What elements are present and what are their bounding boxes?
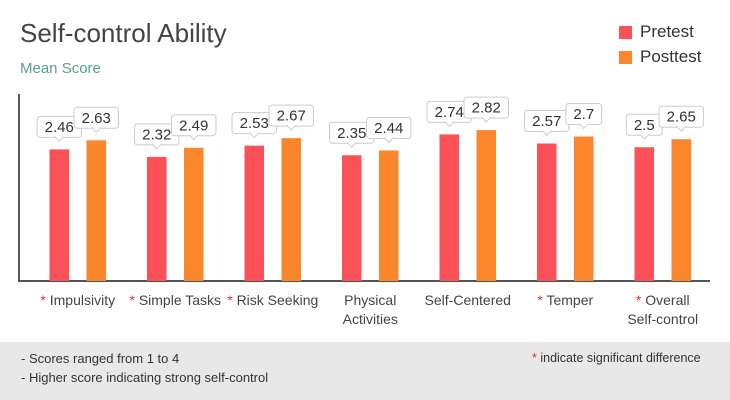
data-label-posttest-2: 2.67 xyxy=(277,108,306,125)
legend: Pretest Posttest xyxy=(619,20,701,70)
bar-pretest-6 xyxy=(634,147,654,281)
data-label-posttest-5: 2.7 xyxy=(573,106,594,123)
note-higher-score: - Higher score indicating strong self-co… xyxy=(21,370,269,385)
bar-posttest-1 xyxy=(184,147,204,281)
significance-star: * xyxy=(532,351,537,365)
legend-label-posttest: Posttest xyxy=(640,47,702,66)
significance-text: indicate significant difference xyxy=(536,351,701,365)
x-tick-label-line: Self-Centered xyxy=(425,292,511,308)
data-label-pretest-2: 2.53 xyxy=(240,115,269,132)
x-tick-label-line: * Overall xyxy=(636,292,690,308)
bar-pretest-3 xyxy=(342,155,362,281)
note-score-range: - Scores ranged from 1 to 4 xyxy=(21,351,180,366)
bar-pretest-5 xyxy=(537,143,557,281)
significance-star-marker: * xyxy=(129,292,138,308)
data-label-posttest-1: 2.49 xyxy=(179,117,208,134)
data-label-pretest-1: 2.32 xyxy=(142,126,171,143)
legend-item-pretest: Pretest xyxy=(619,20,701,44)
x-tick-label-line: Physical xyxy=(344,292,396,308)
data-label-posttest-6: 2.65 xyxy=(667,109,696,126)
bar-posttest-2 xyxy=(281,138,301,281)
x-tick-label-5: * Temper xyxy=(537,292,593,308)
bar-posttest-0 xyxy=(86,140,106,281)
x-tick-label-line: Activities xyxy=(343,311,398,327)
data-label-pretest-5: 2.57 xyxy=(532,113,561,130)
bar-posttest-6 xyxy=(671,139,691,281)
x-tick-label-3: Physical Activities xyxy=(343,292,398,327)
bar-pretest-2 xyxy=(244,145,264,281)
legend-swatch-posttest xyxy=(619,50,632,64)
legend-item-posttest: Posttest xyxy=(619,45,701,69)
bar-pretest-4 xyxy=(439,134,459,281)
x-tick-label-4: Self-Centered xyxy=(425,292,511,308)
x-tick-label-1: * Simple Tasks xyxy=(129,292,221,308)
x-tick-label-0: * Impulsivity xyxy=(40,292,115,308)
footer-notes: - Scores ranged from 1 to 4 - Higher sco… xyxy=(0,342,730,400)
significance-star-marker: * xyxy=(40,292,49,308)
x-tick-label-line: * Risk Seeking xyxy=(227,292,318,308)
legend-label-pretest: Pretest xyxy=(640,22,694,41)
x-tick-label-line: * Simple Tasks xyxy=(129,292,221,308)
bar-pretest-0 xyxy=(49,149,69,281)
data-label-posttest-3: 2.44 xyxy=(374,120,403,137)
significance-note: * indicate significant difference xyxy=(532,351,701,365)
chart-subtitle: Mean Score xyxy=(20,60,101,77)
significance-star-marker: * xyxy=(537,292,546,308)
x-tick-label-line: * Impulsivity xyxy=(40,292,115,308)
plot-area: 2.46 2.63 * Impulsivity 2.32 2.49 * Simple Ta… xyxy=(18,94,710,327)
data-label-pretest-4: 2.74 xyxy=(435,104,464,121)
x-tick-label-line: Self-control xyxy=(627,311,698,327)
bar-pretest-1 xyxy=(147,156,167,281)
data-label-pretest-6: 2.5 xyxy=(634,117,655,134)
data-label-posttest-4: 2.82 xyxy=(472,100,501,117)
data-label-pretest-3: 2.35 xyxy=(337,125,366,142)
bar-posttest-5 xyxy=(574,136,594,281)
x-tick-label-line: * Temper xyxy=(537,292,593,308)
chart-title: Self-control Ability xyxy=(20,18,227,48)
legend-swatch-pretest xyxy=(619,25,632,39)
data-label-pretest-0: 2.46 xyxy=(45,119,74,136)
significance-star-marker: * xyxy=(636,292,645,308)
data-label-posttest-0: 2.63 xyxy=(82,110,111,127)
x-tick-label-6: * Overall Self-control xyxy=(627,292,698,327)
x-tick-label-2: * Risk Seeking xyxy=(227,292,318,308)
significance-star-marker: * xyxy=(227,292,236,308)
bar-posttest-4 xyxy=(476,130,496,281)
bar-posttest-3 xyxy=(379,150,399,281)
